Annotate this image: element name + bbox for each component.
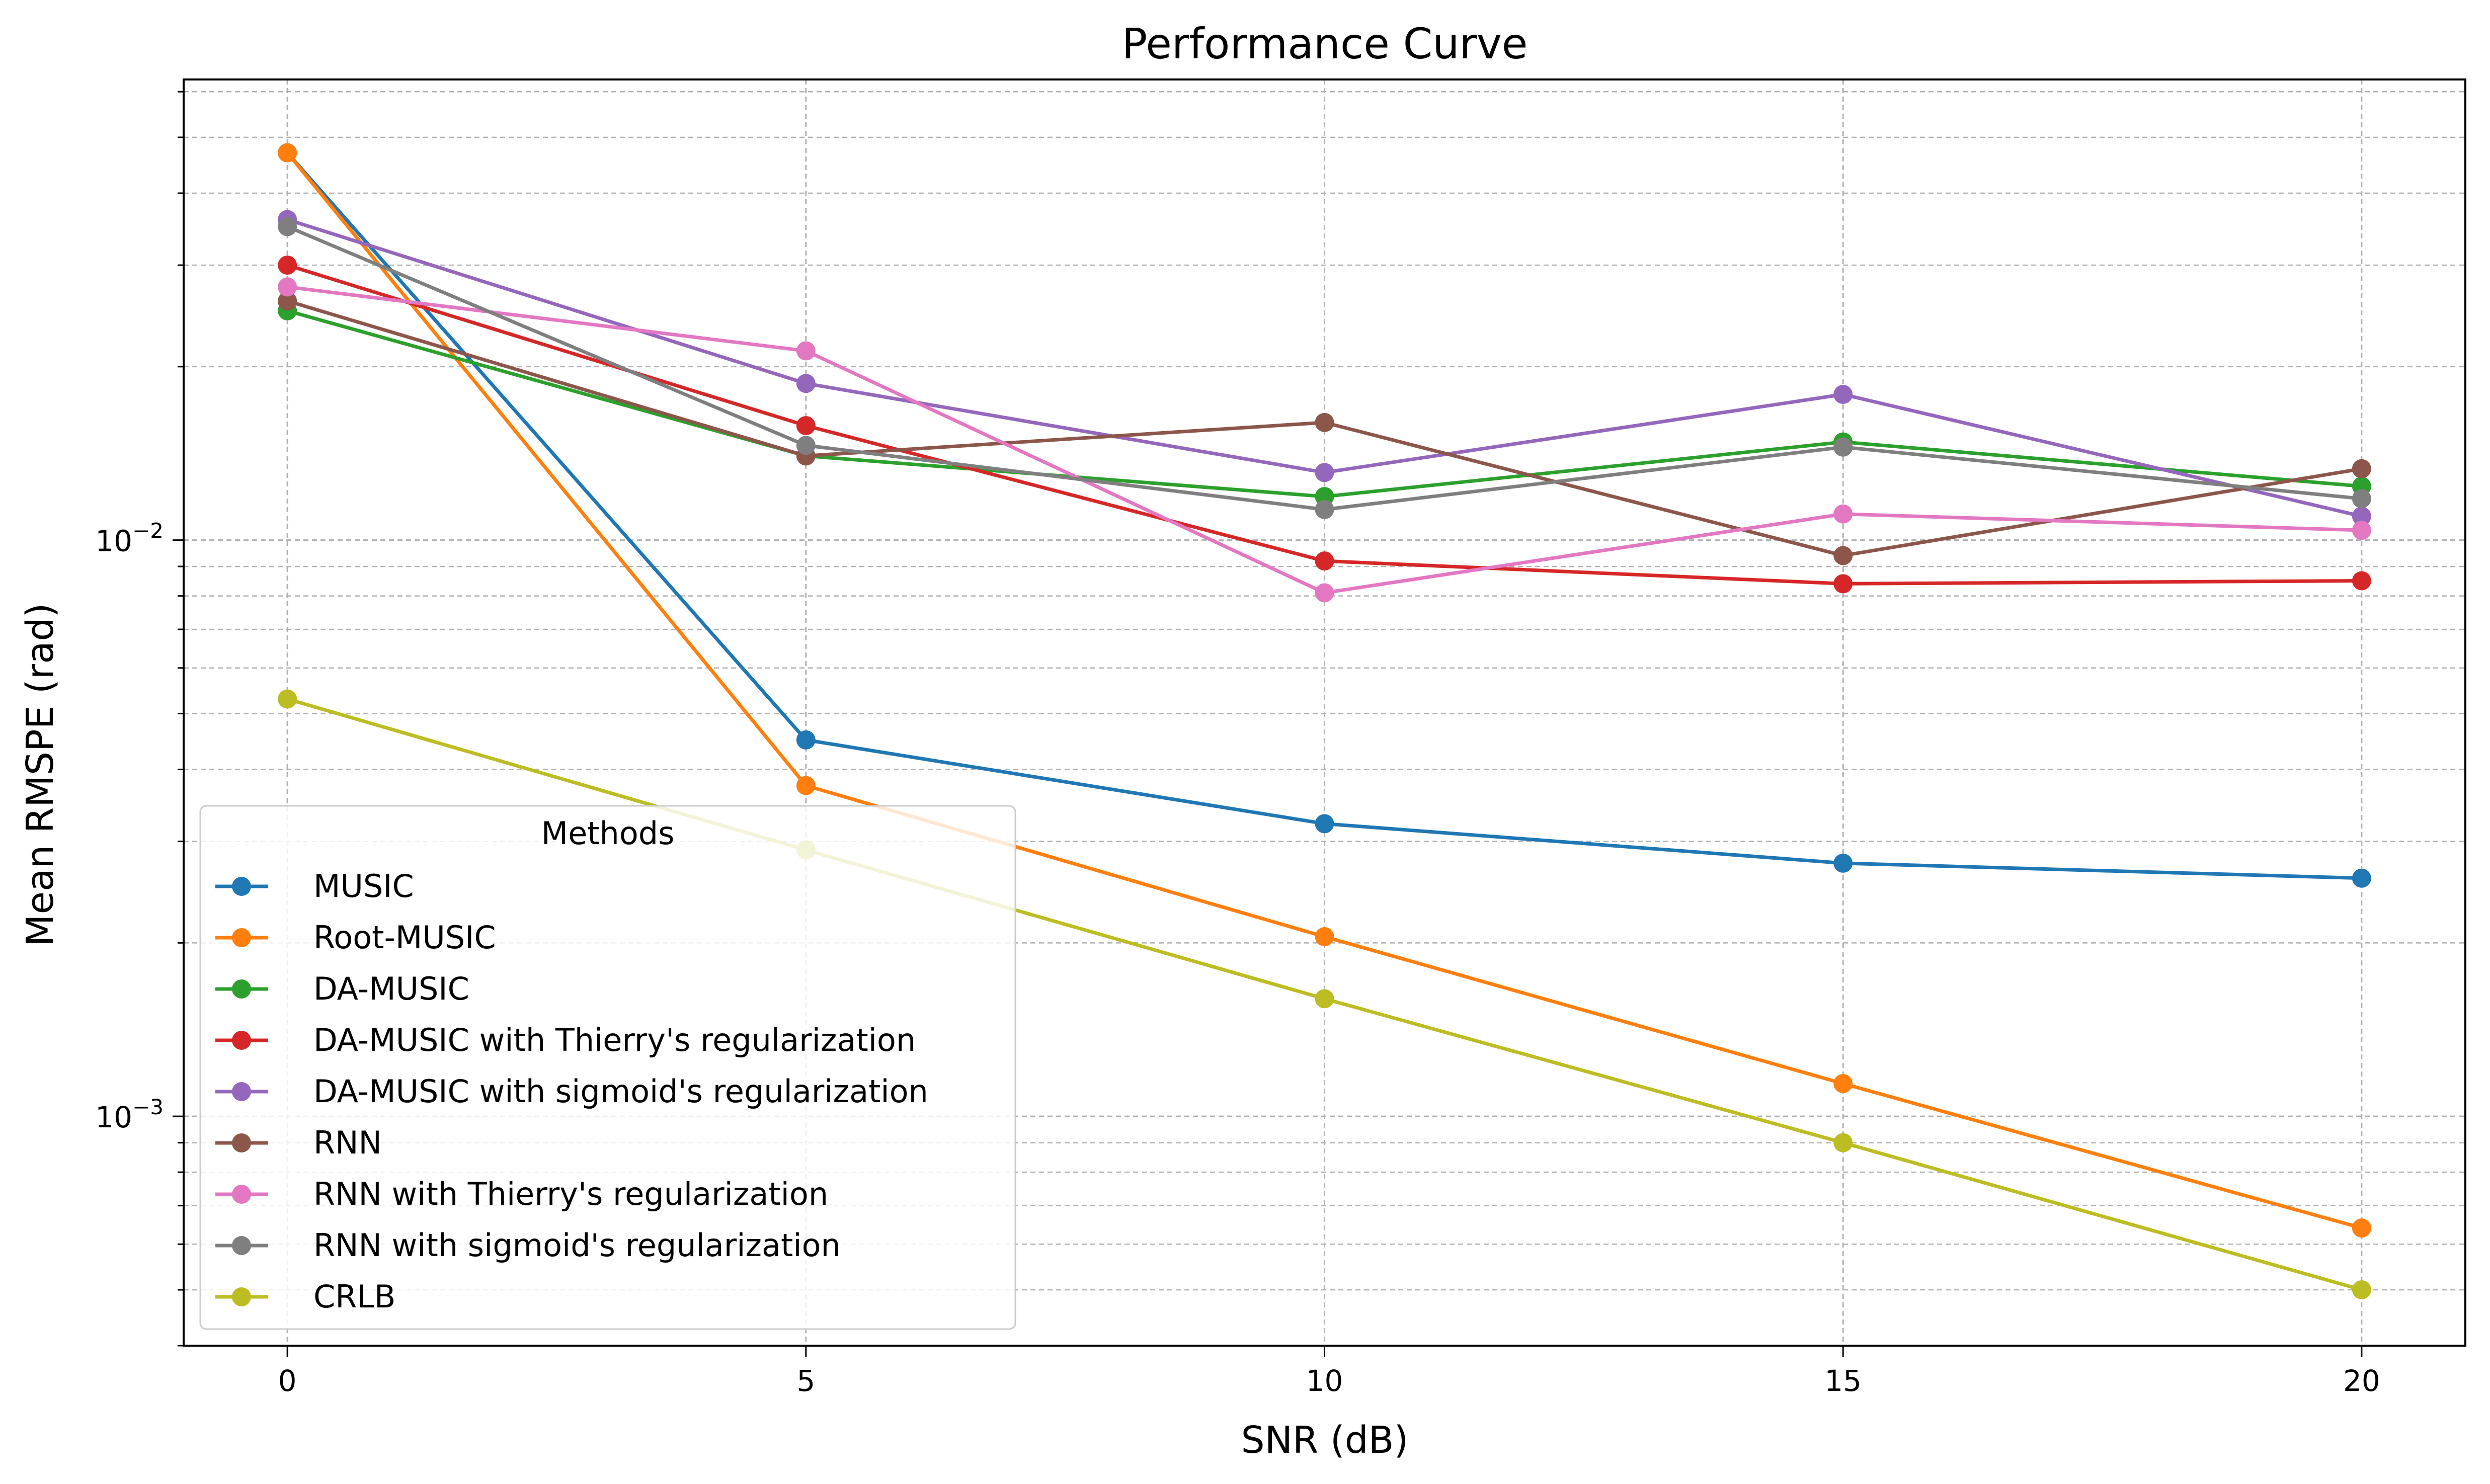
data-point [796, 436, 816, 455]
legend-swatch-marker [232, 877, 251, 896]
data-point [2352, 1218, 2371, 1238]
series-8 [278, 217, 2371, 519]
legend-swatch-marker [232, 1236, 251, 1255]
data-point [2352, 868, 2371, 888]
legend: Methods MUSIC Root-MUSIC DA-MUSIC DA-MUSIC w… [199, 805, 1016, 1330]
data-point [2352, 459, 2371, 478]
series-2 [278, 143, 2371, 1238]
data-point [278, 291, 297, 311]
legend-item: RNN [215, 1124, 382, 1161]
x-tick-label: 10 [1306, 1364, 1343, 1398]
legend-item: RNN with Thierry's regularization [215, 1176, 828, 1212]
legend-item: DA-MUSIC with sigmoid's regularization [215, 1073, 928, 1110]
legend-label: RNN with Thierry's regularization [313, 1176, 828, 1212]
legend-label: Root-MUSIC [313, 919, 496, 956]
legend-label: DA-MUSIC [313, 970, 469, 1007]
data-point [1315, 463, 1334, 482]
data-point [1315, 551, 1334, 571]
data-point [278, 689, 297, 709]
data-point [278, 217, 297, 236]
legend-item: MUSIC [215, 868, 414, 904]
data-point [1833, 574, 1853, 594]
data-point [1833, 385, 1853, 404]
data-point [796, 776, 816, 795]
data-point [1315, 814, 1334, 834]
legend-swatch-marker [232, 1133, 251, 1152]
legend-label: CRLB [313, 1278, 395, 1315]
legend-swatch-marker [232, 1031, 251, 1050]
data-point [1315, 927, 1334, 947]
data-point [1315, 413, 1334, 432]
data-point [278, 277, 297, 297]
data-point [1833, 437, 1853, 457]
legend-item: RNN with sigmoid's regularization [215, 1227, 841, 1264]
legend-item: DA-MUSIC with Thierry's regularization [215, 1022, 916, 1058]
legend-item: Root-MUSIC [215, 919, 496, 956]
data-point [1833, 546, 1853, 565]
data-point [796, 730, 816, 750]
data-point [2352, 1280, 2371, 1299]
legend-swatch-marker [232, 979, 251, 999]
legend-swatch-marker [232, 928, 251, 947]
legend-label: RNN [313, 1124, 382, 1161]
legend-item: CRLB [215, 1278, 395, 1315]
data-point [278, 143, 297, 162]
data-point [1833, 1133, 1853, 1152]
legend-box [199, 805, 1016, 1330]
legend-label: DA-MUSIC with Thierry's regularization [313, 1022, 916, 1058]
data-point [1315, 583, 1334, 603]
x-tick-label: 20 [2343, 1364, 2380, 1398]
data-point [2352, 571, 2371, 591]
series-7 [278, 277, 2371, 603]
data-point [1833, 853, 1853, 873]
y-tick-label: 10−2 [95, 519, 164, 558]
y-tick-label: 10−3 [95, 1095, 164, 1134]
axes: 0 5 10 15 20 10−2 10−3 [95, 78, 2466, 1398]
data-point [796, 374, 816, 393]
x-tick-label: 0 [278, 1364, 297, 1398]
data-point [1833, 1074, 1853, 1093]
data-point [1315, 500, 1334, 519]
legend-label: RNN with sigmoid's regularization [313, 1227, 841, 1264]
series-lines [278, 143, 2371, 1299]
legend-label: DA-MUSIC with sigmoid's regularization [313, 1073, 928, 1110]
data-point [796, 416, 816, 436]
legend-item: DA-MUSIC [215, 970, 469, 1007]
data-point [1833, 504, 1853, 524]
chart-title: Performance Curve [1122, 19, 1528, 68]
x-tick-label: 15 [1824, 1364, 1862, 1398]
legend-swatch-marker [232, 1082, 251, 1101]
data-point [278, 256, 297, 275]
legend-title: Methods [541, 815, 675, 852]
data-point [2352, 521, 2371, 540]
x-tick-label: 5 [796, 1364, 815, 1398]
legend-swatch-marker [232, 1185, 251, 1204]
data-point [1315, 989, 1334, 1009]
data-point [796, 341, 816, 361]
series-9 [278, 689, 2371, 1299]
y-axis-label: Mean RMSPE (rad) [19, 603, 62, 947]
legend-label: MUSIC [313, 868, 414, 904]
x-axis-label: SNR (dB) [1241, 1419, 1409, 1462]
data-point [2352, 489, 2371, 509]
data-point [2352, 507, 2371, 526]
legend-swatch-marker [232, 1287, 251, 1306]
